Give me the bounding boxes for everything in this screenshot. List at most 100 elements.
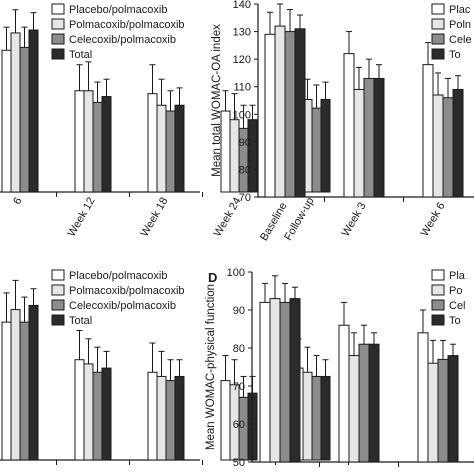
x-tick-label: Week 12 <box>66 196 98 239</box>
bar <box>10 309 21 461</box>
bar <box>373 77 385 198</box>
legend-swatch <box>431 299 445 311</box>
legend-label: Poln <box>449 19 471 31</box>
bar <box>74 90 85 193</box>
bar <box>92 371 103 461</box>
y-tick-label: 130 <box>233 27 251 39</box>
bar <box>279 301 291 463</box>
bar <box>264 33 276 198</box>
bar <box>28 29 39 193</box>
y-tick-label: 60 <box>233 419 245 431</box>
bar <box>147 371 158 461</box>
bar <box>269 298 281 463</box>
y-tick-label: 80 <box>239 164 251 176</box>
bar <box>83 90 94 193</box>
bar <box>259 301 271 463</box>
bar <box>74 359 85 461</box>
bar <box>343 53 355 198</box>
legend-swatch <box>51 48 65 60</box>
bar <box>311 107 322 193</box>
legend-swatch <box>51 269 65 281</box>
bar <box>92 101 103 193</box>
x-tick-label: Week 3 <box>340 201 369 239</box>
x-tick-label: Follow-up <box>282 196 316 243</box>
y-tick-label: 140 <box>233 0 251 11</box>
bar <box>165 110 176 193</box>
panel-letter: D <box>208 270 217 285</box>
legend-label: Polmacoxib/polmacoxib <box>69 19 185 31</box>
legend-label: Celecoxib/polmacoxib <box>69 34 176 46</box>
y-tick-label: 110 <box>233 82 251 94</box>
bar <box>147 93 158 193</box>
y-tick-label: 70 <box>239 192 251 204</box>
legend-swatch <box>51 33 65 45</box>
legend-swatch <box>431 3 445 15</box>
bar <box>302 371 313 461</box>
legend-swatch <box>51 314 65 326</box>
bar <box>320 98 331 193</box>
legend-label: Placebo/polmacoxib <box>69 4 167 16</box>
bar <box>156 104 167 193</box>
bar <box>452 88 464 198</box>
bar <box>284 31 296 198</box>
bar <box>229 119 240 193</box>
legend-label: Total <box>69 315 92 327</box>
legend-swatch <box>51 284 65 296</box>
y-axis-title: Mean WOMAC-physical function <box>205 284 217 450</box>
legend-swatch <box>431 284 445 296</box>
bar <box>10 32 21 193</box>
bar <box>368 343 380 463</box>
legend-label: To <box>449 315 461 327</box>
bar <box>19 321 30 461</box>
bar <box>156 375 167 461</box>
bar <box>432 94 444 198</box>
y-tick-label: 90 <box>233 305 245 317</box>
bar <box>338 324 350 463</box>
legend-label: Cel <box>449 300 466 312</box>
bar <box>442 97 454 198</box>
bar <box>101 96 112 193</box>
legend-label: Total <box>69 49 92 61</box>
y-tick-label: 100 <box>233 109 251 121</box>
bar <box>165 380 176 461</box>
y-tick-label: 70 <box>233 381 245 393</box>
bar <box>348 355 360 463</box>
bar <box>174 375 185 461</box>
bar <box>101 367 112 461</box>
x-tick-label: Week 18 <box>139 196 171 239</box>
bar <box>19 46 30 193</box>
y-tick-label: 90 <box>239 137 251 149</box>
bar <box>28 304 39 461</box>
legend-swatch <box>431 18 445 30</box>
legend-swatch <box>51 3 65 15</box>
bar <box>353 88 365 198</box>
legend-label: Celecoxib/polmacoxib <box>69 300 176 312</box>
legend-swatch <box>431 33 445 45</box>
legend-label: Pla <box>449 270 466 282</box>
bar <box>437 358 449 463</box>
legend-swatch <box>431 314 445 326</box>
bar <box>320 375 331 461</box>
bar <box>220 380 231 461</box>
bar <box>358 343 370 463</box>
bar <box>1 321 12 461</box>
legend-label: Cele <box>449 34 472 46</box>
x-tick-label: Week 6 <box>419 201 448 239</box>
legend-label: Placebo/polmacoxib <box>69 270 167 282</box>
bar <box>422 64 434 198</box>
bar <box>311 375 322 461</box>
legend-swatch <box>51 299 65 311</box>
bar <box>174 104 185 193</box>
y-axis-title: Mean total WOMAC-OA index <box>211 24 223 177</box>
bar <box>83 363 94 461</box>
bar <box>417 332 429 463</box>
legend-label: Po <box>449 285 462 297</box>
legend-label: To <box>449 49 461 61</box>
bar <box>247 119 258 193</box>
bar <box>363 77 375 198</box>
legend-swatch <box>431 48 445 60</box>
legend-swatch <box>51 18 65 30</box>
bar <box>274 25 286 198</box>
bar <box>1 49 12 193</box>
